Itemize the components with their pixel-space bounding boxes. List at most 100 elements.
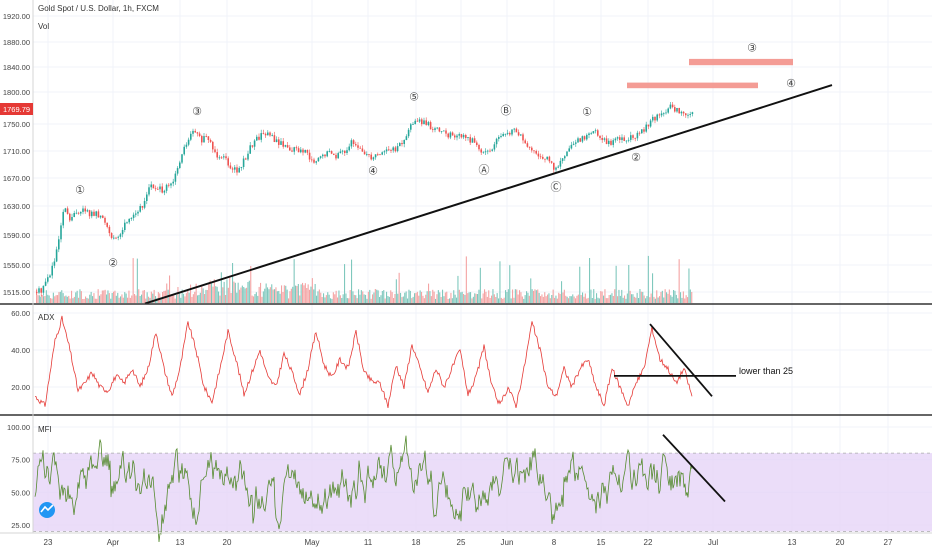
- volume-bar: [150, 291, 152, 303]
- candle-body: [432, 129, 434, 130]
- target-zone[interactable]: [627, 82, 758, 89]
- volume-bar: [499, 261, 501, 303]
- volume-bar: [101, 290, 103, 303]
- mfi-falling-line[interactable]: [662, 434, 726, 503]
- candle-body: [482, 151, 485, 153]
- volume-bar: [404, 292, 406, 303]
- volume-bar: [90, 291, 92, 303]
- volume-bar: [76, 290, 78, 303]
- volume-bar: [40, 296, 42, 303]
- volume-bar: [335, 290, 337, 303]
- volume-bar: [419, 290, 421, 303]
- volume-bar: [160, 298, 162, 303]
- volume-bar: [653, 296, 655, 303]
- candle-body: [234, 167, 236, 170]
- volume-bar: [489, 298, 491, 303]
- volume-bar: [563, 289, 565, 303]
- candle-body: [293, 147, 295, 152]
- x-tick-label: 23: [44, 538, 53, 547]
- wave-label: ③: [192, 106, 202, 118]
- candle-body: [99, 215, 102, 218]
- adx-falling-line[interactable]: [649, 323, 713, 397]
- candle-body: [319, 156, 322, 158]
- volume-bar: [279, 293, 281, 303]
- candle-body: [517, 132, 520, 136]
- candle-body: [322, 154, 324, 157]
- volume-bar: [58, 292, 60, 303]
- volume-bar: [401, 297, 403, 303]
- volume-bar: [243, 287, 245, 303]
- volume-bar: [283, 285, 285, 303]
- volume-bar: [492, 289, 494, 303]
- volume-bar: [538, 292, 540, 303]
- candle-body: [214, 149, 216, 153]
- candle-body: [667, 108, 669, 113]
- volume-bar: [688, 268, 690, 303]
- volume-bar: [666, 292, 668, 303]
- volume-bar: [643, 295, 645, 303]
- trendline-line[interactable]: [144, 84, 833, 305]
- volume-bar: [138, 289, 140, 303]
- volume-bar: [614, 289, 616, 303]
- volume-bar: [430, 296, 432, 303]
- candle-body: [418, 119, 421, 122]
- volume-bar: [626, 293, 628, 303]
- candle-body: [634, 137, 636, 139]
- volume-bar: [339, 295, 341, 303]
- volume-bar: [636, 292, 638, 303]
- volume-bar: [321, 297, 323, 303]
- volume-bar: [345, 293, 347, 303]
- candle-body: [346, 150, 348, 153]
- candle-body: [392, 147, 394, 151]
- volume-bar: [268, 289, 270, 303]
- candle-body: [557, 166, 559, 168]
- candle-body: [238, 167, 240, 173]
- volume-bar: [656, 290, 658, 303]
- candle-body: [47, 277, 49, 282]
- volume-bar: [230, 293, 232, 303]
- wave-label: ④: [786, 78, 796, 90]
- candle-body: [71, 217, 73, 221]
- adx-panel[interactable]: [35, 315, 736, 408]
- price-series: [36, 102, 694, 297]
- candle-body: [423, 120, 425, 125]
- volume-bar: [318, 289, 320, 303]
- candle-body: [689, 114, 691, 115]
- x-tick-label: 27: [884, 538, 893, 547]
- candle-body: [394, 147, 397, 152]
- volume-bar: [670, 295, 672, 303]
- candle-body: [451, 132, 454, 136]
- volume-bar: [481, 298, 483, 303]
- volume-bar: [661, 290, 663, 303]
- candle-body: [535, 151, 537, 154]
- volume-bar: [41, 295, 43, 303]
- volume-bar: [506, 292, 508, 303]
- y-tick-label: 1840.00: [3, 63, 30, 72]
- volume-bar: [376, 289, 378, 303]
- candle-body: [284, 145, 287, 147]
- y-tick-label: 50.00: [11, 488, 30, 497]
- candle-body: [207, 136, 210, 140]
- target-zone[interactable]: [689, 58, 793, 66]
- volume-bar: [208, 284, 210, 303]
- volume-bar: [482, 293, 484, 303]
- candle-body: [383, 151, 386, 153]
- y-axis[interactable]: 1920.00 1880.00 1840.00 1800.00 1750.00 1710.…: [3, 12, 30, 530]
- y-tick-label: 25.00: [11, 521, 30, 530]
- volume-bar: [565, 295, 567, 303]
- volume-bar: [240, 287, 242, 303]
- volume-bar: [351, 259, 353, 303]
- candle-body: [132, 214, 135, 218]
- volume-bar: [75, 292, 77, 303]
- volume-bar: [269, 287, 271, 303]
- mfi-panel[interactable]: [33, 434, 932, 543]
- x-axis[interactable]: 23 Apr 13 20 May 11 18 25 Jun 8 15 22 Jul 13 20 27: [44, 538, 893, 547]
- volume-bar: [684, 298, 686, 303]
- trendline[interactable]: [144, 84, 833, 305]
- volume-bar: [198, 294, 200, 303]
- candle-body: [476, 142, 478, 145]
- volume-bar: [523, 298, 525, 303]
- volume-bar: [117, 292, 119, 303]
- volume-bar: [216, 286, 218, 303]
